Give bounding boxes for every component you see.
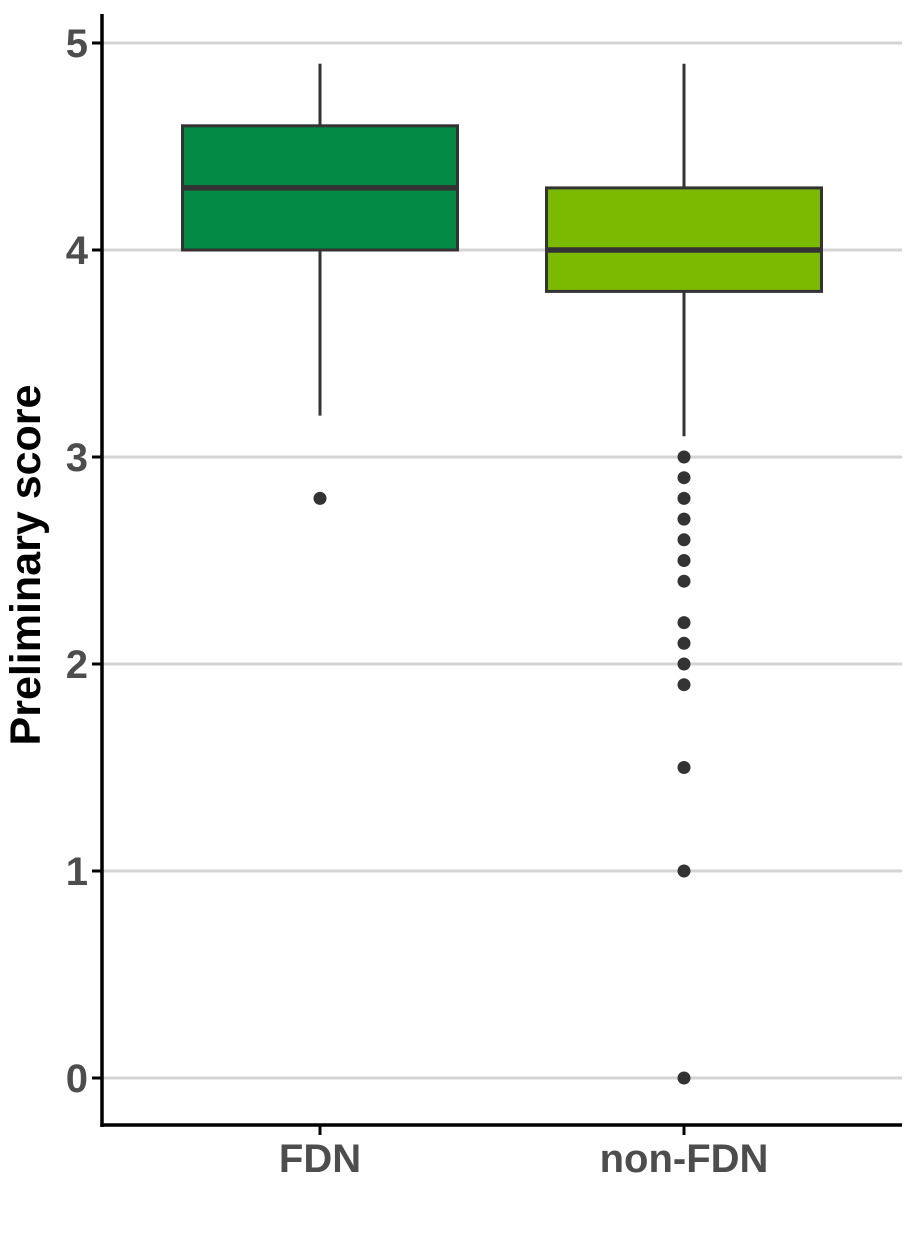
- outlier-fdn-0: [313, 491, 327, 505]
- axes-layer: 5 4 3 2 1 0 FDN non-FDN: [66, 14, 902, 1181]
- y-tick-label-2: 2: [66, 643, 88, 687]
- outlier-non-fdn-5: [677, 554, 691, 567]
- outlier-non-fdn-2: [677, 491, 691, 505]
- y-axis-title: Preliminary score: [2, 385, 50, 746]
- outlier-non-fdn-7: [677, 616, 691, 630]
- y-tick-label-3: 3: [66, 436, 88, 480]
- outlier-non-fdn-4: [677, 533, 691, 547]
- outlier-non-fdn-9: [677, 657, 691, 671]
- outlier-non-fdn-13: [677, 1071, 691, 1085]
- x-category-label-non-fdn: non-FDN: [600, 1137, 769, 1181]
- y-tick-label-1: 1: [66, 850, 88, 894]
- outlier-non-fdn-11: [677, 761, 691, 774]
- outlier-non-fdn-12: [677, 864, 691, 878]
- boxes-layer: [181, 63, 823, 1085]
- outlier-non-fdn-10: [677, 678, 691, 692]
- outlier-non-fdn-6: [677, 574, 691, 588]
- outlier-non-fdn-0: [677, 450, 691, 464]
- y-tick-label-0: 0: [66, 1057, 88, 1101]
- outlier-non-fdn-8: [677, 636, 691, 650]
- y-tick-label-5: 5: [66, 22, 88, 66]
- box-non-fdn: [545, 186, 823, 293]
- y-tick-label-4: 4: [66, 229, 89, 273]
- outlier-non-fdn-3: [677, 512, 691, 526]
- outlier-non-fdn-1: [677, 471, 691, 485]
- x-category-label-fdn: FDN: [279, 1137, 361, 1181]
